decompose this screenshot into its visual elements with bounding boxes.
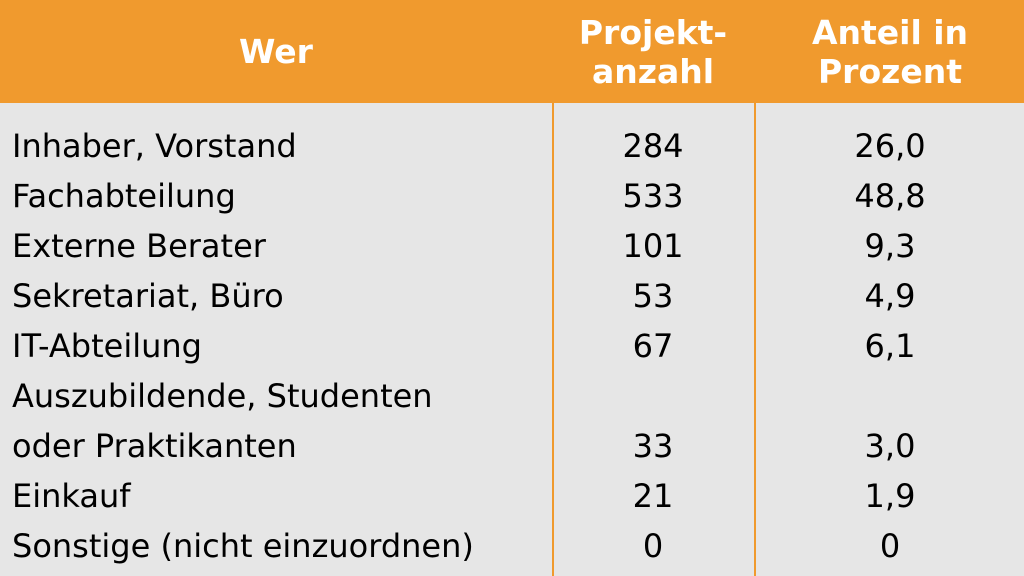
cell-wer: Sonstige (nicht einzuordnen) xyxy=(12,527,474,565)
cell-wer: Einkauf xyxy=(12,477,131,515)
table-row: Sonstige (nicht einzuordnen) 0 0 xyxy=(0,521,1024,571)
header-projektanzahl-line2: anzahl xyxy=(591,51,715,91)
cell-anteil: 9,3 xyxy=(864,227,916,265)
cell-anteil: 4,9 xyxy=(864,277,916,315)
header-projektanzahl-line1: Projekt- xyxy=(578,12,728,52)
cell-wer: Auszubildende, Studenten oder Praktikant… xyxy=(12,371,552,471)
cell-anteil: 1,9 xyxy=(864,477,916,515)
cell-wer: Sekretariat, Büro xyxy=(12,277,284,315)
cell-anzahl: 101 xyxy=(622,227,684,265)
cell-anzahl: 53 xyxy=(632,277,674,315)
cell-anzahl: 0 xyxy=(642,527,664,565)
table-row: Sekretariat, Büro 53 4,9 xyxy=(0,271,1024,321)
table-row: IT-Abteilung 67 6,1 xyxy=(0,321,1024,371)
table-header: Wer Projekt- anzahl Anteil in Prozent xyxy=(0,0,1024,103)
header-anteil: Anteil in Prozent xyxy=(756,0,1024,103)
column-divider xyxy=(552,103,554,576)
cell-anzahl: 284 xyxy=(622,127,684,165)
cell-anteil: 3,0 xyxy=(864,427,916,465)
column-divider xyxy=(754,103,756,576)
header-projektanzahl: Projekt- anzahl xyxy=(552,0,754,103)
table-row: Auszubildende, Studenten oder Praktikant… xyxy=(0,371,1024,471)
cell-wer: Inhaber, Vorstand xyxy=(12,127,297,165)
cell-wer: Fachabteilung xyxy=(12,177,236,215)
table-row: Externe Berater 101 9,3 xyxy=(0,221,1024,271)
cell-wer-line2: oder Praktikanten xyxy=(12,427,297,465)
table-row: Inhaber, Vorstand 284 26,0 xyxy=(0,121,1024,171)
cell-anzahl: 67 xyxy=(632,327,674,365)
cell-anteil: 26,0 xyxy=(854,127,926,165)
cell-anzahl: 33 xyxy=(632,427,674,465)
cell-wer-line1: Auszubildende, Studenten xyxy=(12,377,433,415)
header-anteil-line1: Anteil in xyxy=(811,12,969,52)
cell-anteil: 0 xyxy=(879,527,901,565)
header-wer-label: Wer xyxy=(239,32,313,71)
cell-anteil: 6,1 xyxy=(864,327,916,365)
table-row: Fachabteilung 533 48,8 xyxy=(0,171,1024,221)
table-body: Inhaber, Vorstand 284 26,0 Fachabteilung… xyxy=(0,121,1024,571)
cell-wer: IT-Abteilung xyxy=(12,327,202,365)
cell-wer: Externe Berater xyxy=(12,227,266,265)
cell-anzahl: 21 xyxy=(632,477,674,515)
table-row: Einkauf 21 1,9 xyxy=(0,471,1024,521)
cell-anteil: 48,8 xyxy=(854,177,926,215)
header-wer: Wer xyxy=(0,0,552,103)
header-anteil-line2: Prozent xyxy=(817,51,962,91)
cell-anzahl: 533 xyxy=(622,177,684,215)
